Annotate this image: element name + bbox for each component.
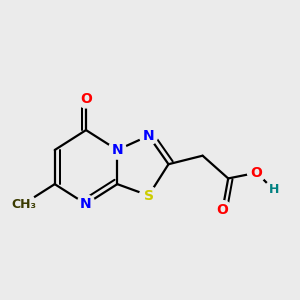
Circle shape: [77, 90, 95, 108]
Text: S: S: [144, 188, 154, 203]
Circle shape: [140, 127, 158, 145]
Text: O: O: [80, 92, 92, 106]
Text: N: N: [143, 129, 154, 143]
Text: O: O: [217, 203, 229, 217]
Circle shape: [11, 192, 35, 216]
Circle shape: [265, 181, 283, 199]
Circle shape: [140, 186, 158, 205]
Circle shape: [213, 201, 232, 219]
Text: N: N: [80, 197, 92, 211]
Circle shape: [108, 141, 126, 159]
Circle shape: [248, 164, 266, 182]
Text: CH₃: CH₃: [11, 197, 36, 211]
Circle shape: [77, 195, 95, 213]
Text: N: N: [112, 143, 123, 157]
Text: O: O: [251, 166, 262, 180]
Text: H: H: [268, 183, 279, 196]
